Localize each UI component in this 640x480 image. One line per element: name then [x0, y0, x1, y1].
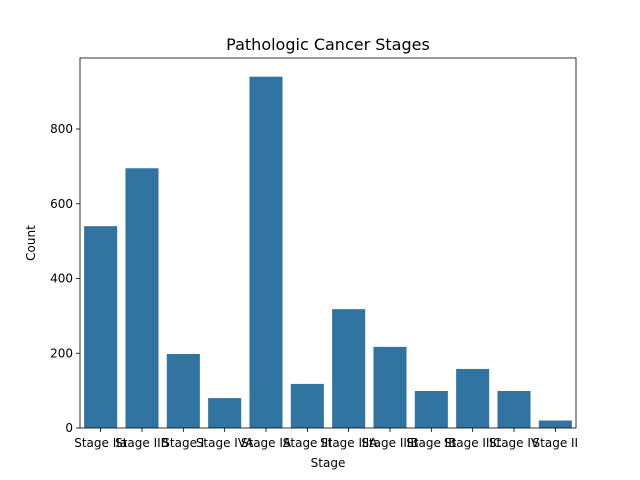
x-tick-label-11: Stage II [533, 436, 579, 450]
y-tick-label-1: 200 [50, 346, 73, 360]
x-tick-label-10: Stage IV [489, 436, 540, 450]
y-tick-label-2: 400 [50, 272, 73, 286]
bar-0 [84, 226, 118, 428]
y-axis-ticks: 0 200 400 600 800 [50, 122, 80, 435]
x-tick-label-4: Stage IA [241, 436, 292, 450]
y-tick-label-3: 600 [50, 197, 73, 211]
x-axis-label: Stage [311, 456, 346, 470]
bar-8 [414, 391, 448, 428]
bar-2 [166, 354, 200, 428]
chart-title: Pathologic Cancer Stages [226, 35, 430, 54]
bar-10 [497, 391, 531, 428]
x-tick-label-7: Stage IIIB [361, 436, 418, 450]
x-tick-label-0: Stage IIa [74, 436, 127, 450]
x-tick-label-2: Stage I [162, 436, 204, 450]
x-tick-label-6: Stage IIIA [320, 436, 378, 450]
bar-5 [290, 383, 324, 428]
x-tick-label-8: Stage IB [406, 436, 456, 450]
y-tick-label-0: 0 [65, 421, 73, 435]
x-tick-label-1: Stage IIB [115, 436, 169, 450]
x-tick-label-3: Stage IVA [196, 436, 254, 450]
bar-6 [332, 309, 366, 428]
bar-4 [249, 76, 283, 429]
bars-group [84, 76, 572, 429]
plot-frame [79, 57, 577, 429]
x-tick-label-5: Stage III [283, 436, 332, 450]
bar-11 [538, 420, 572, 428]
bar-7 [373, 346, 407, 428]
bar-1 [125, 168, 159, 429]
bar-3 [208, 398, 242, 428]
y-axis-label: Count [24, 225, 38, 261]
y-tick-label-4: 800 [50, 122, 73, 136]
bar-9 [456, 368, 490, 428]
x-tick-label-9: Stage IIIC [444, 436, 502, 450]
